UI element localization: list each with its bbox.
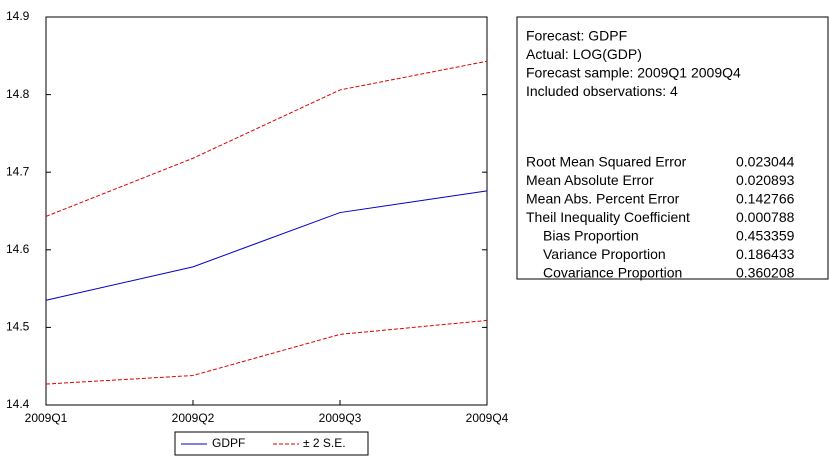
stats-value: 0.453359 <box>736 228 795 244</box>
stats-value: 0.000788 <box>736 209 795 225</box>
x-tick-label: 2009Q4 <box>466 411 509 425</box>
plot-frame <box>45 16 488 406</box>
stats-value: 0.020893 <box>736 172 795 188</box>
lower-band <box>45 319 488 385</box>
stats-value: 0.186433 <box>736 246 795 262</box>
x-tick-label: 2009Q1 <box>25 411 68 425</box>
stats-label: Covariance Proportion <box>543 265 682 281</box>
y-tick-label: 14.7 <box>6 164 30 178</box>
upper-band <box>45 60 488 217</box>
x-tick-label: 2009Q3 <box>319 411 362 425</box>
stats-line: Forecast: GDPF <box>526 28 627 44</box>
stats-label: Mean Absolute Error <box>526 172 654 188</box>
legend-box <box>174 431 369 456</box>
y-tick-label: 14.9 <box>6 9 30 23</box>
stats-label: Root Mean Squared Error <box>526 154 687 170</box>
stats-line: Included observations: 4 <box>526 83 678 99</box>
stats-box <box>516 16 829 280</box>
stats-label: Mean Abs. Percent Error <box>526 191 680 207</box>
stats-label: Bias Proportion <box>543 228 639 244</box>
stats-value: 0.142766 <box>736 191 795 207</box>
series-line <box>45 190 488 301</box>
stats-line: Forecast sample: 2009Q1 2009Q4 <box>526 65 741 81</box>
stats-value: 0.360208 <box>736 265 795 281</box>
x-tick-label: 2009Q2 <box>172 411 215 425</box>
y-tick-label: 14.8 <box>6 87 30 101</box>
y-tick-label: 14.5 <box>6 320 30 334</box>
stats-label: Variance Proportion <box>543 246 666 262</box>
y-tick-label: 14.6 <box>6 242 30 256</box>
legend-label: GDPF <box>212 436 245 450</box>
stats-line: Actual: LOG(GDP) <box>526 46 642 62</box>
stats-label: Theil Inequality Coefficient <box>526 209 690 225</box>
stats: Forecast: GDPF Actual: LOG(GDP) Forecast s… <box>526 28 795 281</box>
legend-label: ± 2 S.E. <box>303 436 346 450</box>
stats-value: 0.023044 <box>736 154 795 170</box>
y-tick-label: 14.4 <box>6 397 30 411</box>
